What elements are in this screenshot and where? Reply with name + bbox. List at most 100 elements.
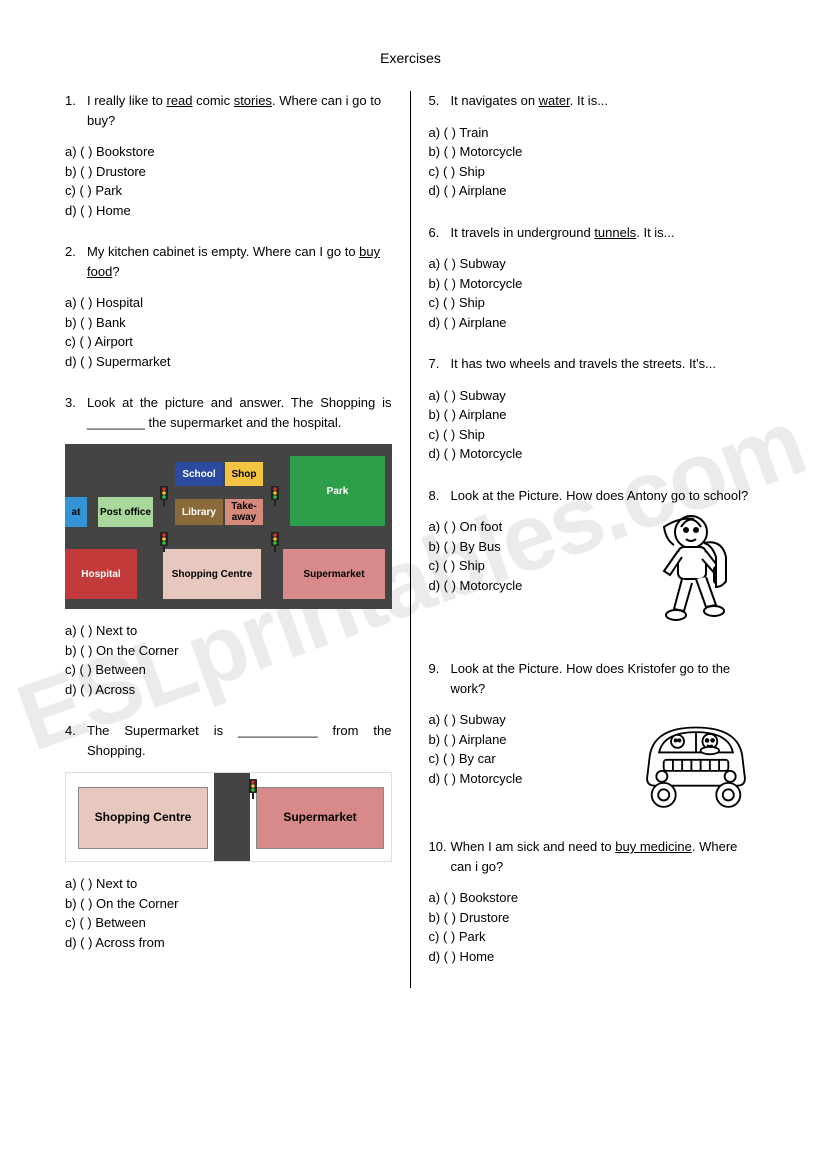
answer-option[interactable]: c) ( ) Park: [65, 181, 392, 201]
answer-option[interactable]: d) ( ) Motorcycle: [429, 444, 757, 464]
option-list: a) ( ) Bookstoreb) ( ) Drustorec) ( ) Pa…: [429, 888, 757, 966]
boy-walking-image: [636, 507, 756, 637]
question-body: a) ( ) Bookstoreb) ( ) Drustorec) ( ) Pa…: [429, 888, 757, 966]
answer-option[interactable]: b) ( ) By Bus: [429, 537, 609, 557]
map-block: Hospital: [65, 549, 137, 599]
question: 2. My kitchen cabinet is empty. Where can…: [65, 242, 392, 371]
answer-option[interactable]: a) ( ) Train: [429, 123, 757, 143]
option-list: a) ( ) Next tob) ( ) On the Cornerc) ( )…: [65, 874, 392, 952]
answer-option[interactable]: d) ( ) Motorcycle: [429, 576, 609, 596]
map-block: Take- away: [225, 499, 263, 525]
answer-option[interactable]: b) ( ) Drustore: [429, 908, 757, 928]
question-text: 1.I really like to read comic stories. W…: [65, 91, 392, 130]
question-prompt: When I am sick and need to buy medicine.…: [451, 839, 738, 874]
question: 6. It travels in underground tunnels. It …: [429, 223, 757, 333]
answer-option[interactable]: b) ( ) Motorcycle: [429, 274, 757, 294]
answer-option[interactable]: c) ( ) Airport: [65, 332, 392, 352]
answer-option[interactable]: d) ( ) Home: [429, 947, 757, 967]
question-prompt: It travels in underground tunnels. It is…: [451, 225, 675, 240]
answer-option[interactable]: d) ( ) Airplane: [429, 181, 757, 201]
question: 9.Look at the Picture. How does Kristofe…: [429, 659, 757, 815]
question-number: 6.: [429, 223, 440, 243]
answer-option[interactable]: b) ( ) Airplane: [429, 730, 609, 750]
question: 1.I really like to read comic stories. W…: [65, 91, 392, 220]
question-prompt: The Supermarket is ___________ from the …: [87, 723, 392, 758]
question-number: 5.: [429, 91, 440, 111]
map-block: Post office: [98, 497, 153, 527]
map-block: at: [65, 497, 87, 527]
option-list: a) ( ) Bookstoreb) ( ) Drustorec) ( ) Pa…: [65, 142, 392, 220]
map-block: Shop: [225, 462, 263, 486]
question-prompt: It has two wheels and travels the street…: [451, 356, 717, 371]
answer-option[interactable]: b) ( ) On the Corner: [65, 894, 392, 914]
answer-option[interactable]: b) ( ) Bank: [65, 313, 392, 333]
question-text: 9.Look at the Picture. How does Kristofe…: [429, 659, 757, 698]
question-number: 10.: [429, 837, 447, 857]
answer-option[interactable]: a) ( ) Subway: [429, 710, 609, 730]
answer-option[interactable]: b) ( ) Motorcycle: [429, 142, 757, 162]
option-list: a) ( ) Subwayb) ( ) Motorcyclec) ( ) Shi…: [429, 254, 757, 332]
answer-option[interactable]: a) ( ) Subway: [429, 386, 757, 406]
answer-option[interactable]: a) ( ) On foot: [429, 517, 609, 537]
map-block: Shopping Centre: [163, 549, 261, 599]
map-road: [214, 773, 250, 862]
question-text: 5. It navigates on water. It is...: [429, 91, 757, 111]
option-list: a) ( ) On footb) ( ) By Busc) ( ) Shipd)…: [429, 517, 609, 595]
map-block: Supermarket: [256, 787, 384, 849]
answer-option[interactable]: a) ( ) Next to: [65, 874, 392, 894]
map-image-1: at Post office SchoolShopLibraryTake- away…: [65, 444, 392, 609]
answer-option[interactable]: d) ( ) Supermarket: [65, 352, 392, 372]
answer-option[interactable]: c) ( ) Ship: [429, 162, 757, 182]
answer-option[interactable]: a) ( ) Hospital: [65, 293, 392, 313]
traffic-light-icon: [157, 486, 171, 506]
answer-option[interactable]: a) ( ) Subway: [429, 254, 757, 274]
question: 5. It navigates on water. It is... a) ( ) …: [429, 91, 757, 201]
answer-option[interactable]: d) ( ) Across from: [65, 933, 392, 953]
question-body: a) ( ) Subwayb) ( ) Airplanec) ( ) Shipd…: [429, 386, 757, 464]
question-body: a) ( ) On footb) ( ) By Busc) ( ) Shipd)…: [429, 517, 757, 637]
question-number: 7.: [429, 354, 440, 374]
question-text: 6. It travels in underground tunnels. It …: [429, 223, 757, 243]
answer-option[interactable]: a) ( ) Bookstore: [65, 142, 392, 162]
car-driving-image: [636, 700, 756, 815]
answer-option[interactable]: b) ( ) Drustore: [65, 162, 392, 182]
answer-option[interactable]: c) ( ) Ship: [429, 556, 609, 576]
question: 4.The Supermarket is ___________ from th…: [65, 721, 392, 952]
answer-option[interactable]: b) ( ) On the Corner: [65, 641, 392, 661]
question-prompt: It navigates on water. It is...: [451, 93, 609, 108]
question-number: 3.: [65, 393, 76, 413]
map-image-2: Shopping Centre Supermarket: [65, 772, 392, 862]
map-block: Shopping Centre: [78, 787, 208, 849]
answer-option[interactable]: c) ( ) By car: [429, 749, 609, 769]
answer-option[interactable]: a) ( ) Next to: [65, 621, 392, 641]
option-list: a) ( ) Subwayb) ( ) Airplanec) ( ) By ca…: [429, 710, 609, 788]
answer-option[interactable]: c) ( ) Ship: [429, 293, 757, 313]
answer-option[interactable]: c) ( ) Ship: [429, 425, 757, 445]
answer-option[interactable]: b) ( ) Airplane: [429, 405, 757, 425]
answer-option[interactable]: d) ( ) Across: [65, 680, 392, 700]
question-text: 2. My kitchen cabinet is empty. Where can…: [65, 242, 392, 281]
answer-option[interactable]: d) ( ) Home: [65, 201, 392, 221]
answer-option[interactable]: d) ( ) Motorcycle: [429, 769, 609, 789]
question-text: 8.Look at the Picture. How does Antony g…: [429, 486, 757, 506]
traffic-light-icon: [157, 532, 171, 552]
traffic-light-icon: [268, 486, 282, 506]
question-body: a) ( ) Bookstoreb) ( ) Drustorec) ( ) Pa…: [65, 142, 392, 220]
answer-option[interactable]: c) ( ) Park: [429, 927, 757, 947]
question-text: 7. It has two wheels and travels the stre…: [429, 354, 757, 374]
map-block: School: [175, 462, 223, 486]
question: 10.When I am sick and need to buy medici…: [429, 837, 757, 966]
traffic-light-icon: [246, 779, 260, 799]
question-text: 10.When I am sick and need to buy medici…: [429, 837, 757, 876]
question-prompt: My kitchen cabinet is empty. Where can I…: [87, 244, 380, 279]
question-number: 9.: [429, 659, 440, 679]
column-right: 5. It navigates on water. It is... a) ( ) …: [411, 91, 767, 988]
answer-option[interactable]: d) ( ) Airplane: [429, 313, 757, 333]
question: 8.Look at the Picture. How does Antony g…: [429, 486, 757, 638]
map-block: Library: [175, 499, 223, 525]
answer-option[interactable]: c) ( ) Between: [65, 913, 392, 933]
question-text: 4.The Supermarket is ___________ from th…: [65, 721, 392, 760]
answer-option[interactable]: a) ( ) Bookstore: [429, 888, 757, 908]
answer-option[interactable]: c) ( ) Between: [65, 660, 392, 680]
question-number: 2.: [65, 242, 76, 262]
